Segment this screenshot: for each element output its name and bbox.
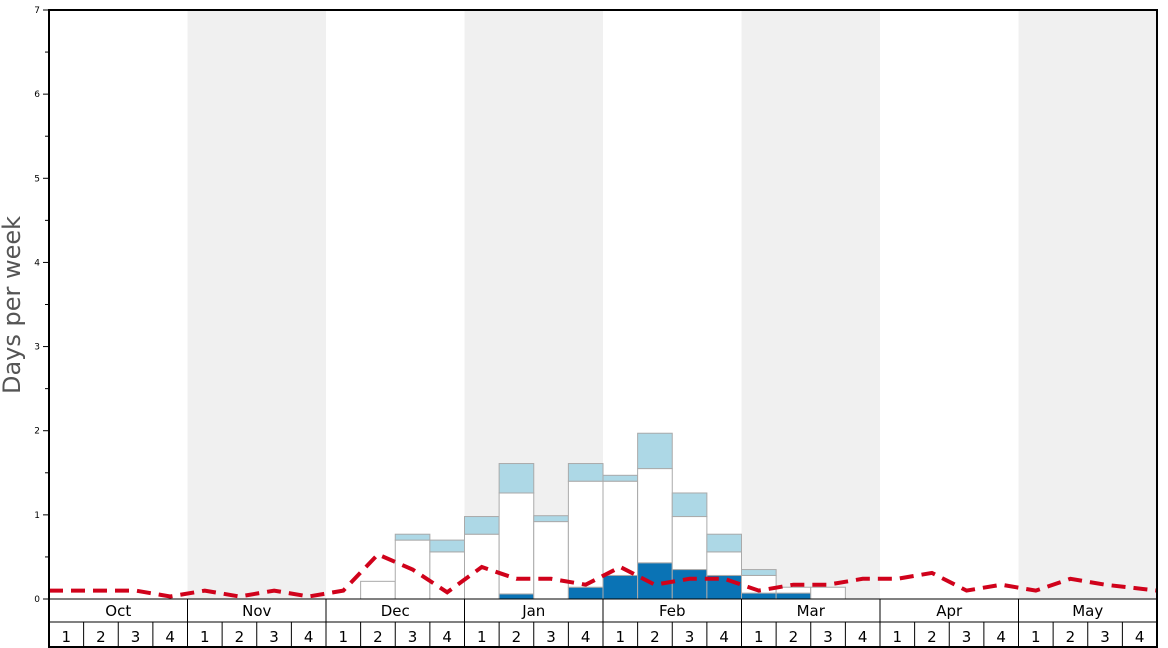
week-label: 3 <box>685 628 695 646</box>
bar-segment-dark <box>567 586 604 600</box>
week-label: 4 <box>442 628 452 646</box>
week-label: 3 <box>269 628 279 646</box>
week-label: 2 <box>373 628 383 646</box>
bar-segment-light <box>498 463 535 494</box>
bar-segment-light <box>671 492 708 518</box>
week-label: 2 <box>96 628 106 646</box>
average-line-path <box>49 552 1158 599</box>
bar-segment-light <box>533 515 569 523</box>
week-label: 3 <box>131 628 141 646</box>
month-label: Apr <box>936 602 963 620</box>
bar-segment-light <box>394 533 431 541</box>
y-tick-label: 0 <box>34 595 40 605</box>
average-line <box>49 552 1158 599</box>
bar-segment-white <box>671 516 708 571</box>
y-tick-label: 6 <box>34 90 40 100</box>
y-tick-label: 3 <box>34 343 40 353</box>
week-label: 4 <box>581 628 591 646</box>
week-label: 3 <box>1100 628 1110 646</box>
week-label: 4 <box>1135 628 1145 646</box>
bar-segment-light <box>706 533 742 553</box>
bar-segment-white <box>706 551 742 576</box>
bar-segment-white <box>567 480 604 588</box>
week-label: 1 <box>616 628 626 646</box>
month-label: Feb <box>659 602 686 620</box>
bar-segment-dark <box>671 569 708 600</box>
week-label: 2 <box>650 628 660 646</box>
y-tick-label: 5 <box>34 174 40 184</box>
bar-segment-light <box>429 539 465 553</box>
month-label: Mar <box>797 602 826 620</box>
y-axis: 0 1 2 3 4 5 6 7 <box>34 6 49 605</box>
week-label: 3 <box>823 628 833 646</box>
week-label: 4 <box>719 628 729 646</box>
month-label: May <box>1072 602 1103 620</box>
week-label: 2 <box>512 628 522 646</box>
month-band-shade <box>741 10 880 599</box>
bar-segment-white <box>533 521 569 600</box>
week-label: 3 <box>408 628 418 646</box>
month-bands <box>187 10 1157 599</box>
bar-segment-light <box>464 516 500 535</box>
bar-segment-dark <box>741 592 777 600</box>
week-label: 4 <box>996 628 1006 646</box>
bar-segment-white <box>602 480 639 576</box>
week-label: 1 <box>893 628 903 646</box>
week-label: 1 <box>754 628 764 646</box>
week-label: 4 <box>165 628 175 646</box>
bar-segment-white <box>810 586 846 600</box>
week-label: 1 <box>1031 628 1041 646</box>
week-label: 1 <box>477 628 487 646</box>
bar-segment-dark <box>498 593 535 600</box>
month-band-shade <box>187 10 326 599</box>
bar-segment-light <box>637 432 673 470</box>
y-tick-label: 2 <box>34 427 40 437</box>
bar-segment-light <box>741 569 777 576</box>
month-label: Jan <box>521 602 545 620</box>
week-label: 1 <box>62 628 72 646</box>
y-tick-label: 4 <box>34 258 40 268</box>
week-label: 3 <box>546 628 556 646</box>
y-tick-label: 7 <box>34 6 40 16</box>
month-label: Dec <box>381 602 410 620</box>
bar-segment-white <box>360 580 396 600</box>
month-label: Oct <box>105 602 131 620</box>
y-tick-label: 1 <box>34 511 40 521</box>
week-label: 2 <box>789 628 799 646</box>
bar-segment-dark <box>602 574 639 600</box>
bar-segment-light <box>567 463 604 482</box>
bar-segment-dark <box>775 592 812 600</box>
x-axis: Oct Nov Dec Jan Feb Mar Apr May 1 2 3 4 1 2 3 4 1 2 3 4 1 2 3 4… <box>49 598 1157 647</box>
week-label: 1 <box>200 628 210 646</box>
y-axis-title: Days per week <box>0 216 26 394</box>
month-band-shade <box>1018 10 1157 599</box>
week-label: 4 <box>304 628 314 646</box>
month-label: Nov <box>242 602 271 620</box>
bar-segment-white <box>637 468 673 564</box>
week-label: 3 <box>962 628 972 646</box>
bar-segment-light <box>602 474 639 482</box>
week-label: 4 <box>858 628 868 646</box>
week-label: 2 <box>927 628 937 646</box>
week-label: 2 <box>235 628 245 646</box>
week-label: 2 <box>1066 628 1076 646</box>
week-label: 1 <box>339 628 349 646</box>
